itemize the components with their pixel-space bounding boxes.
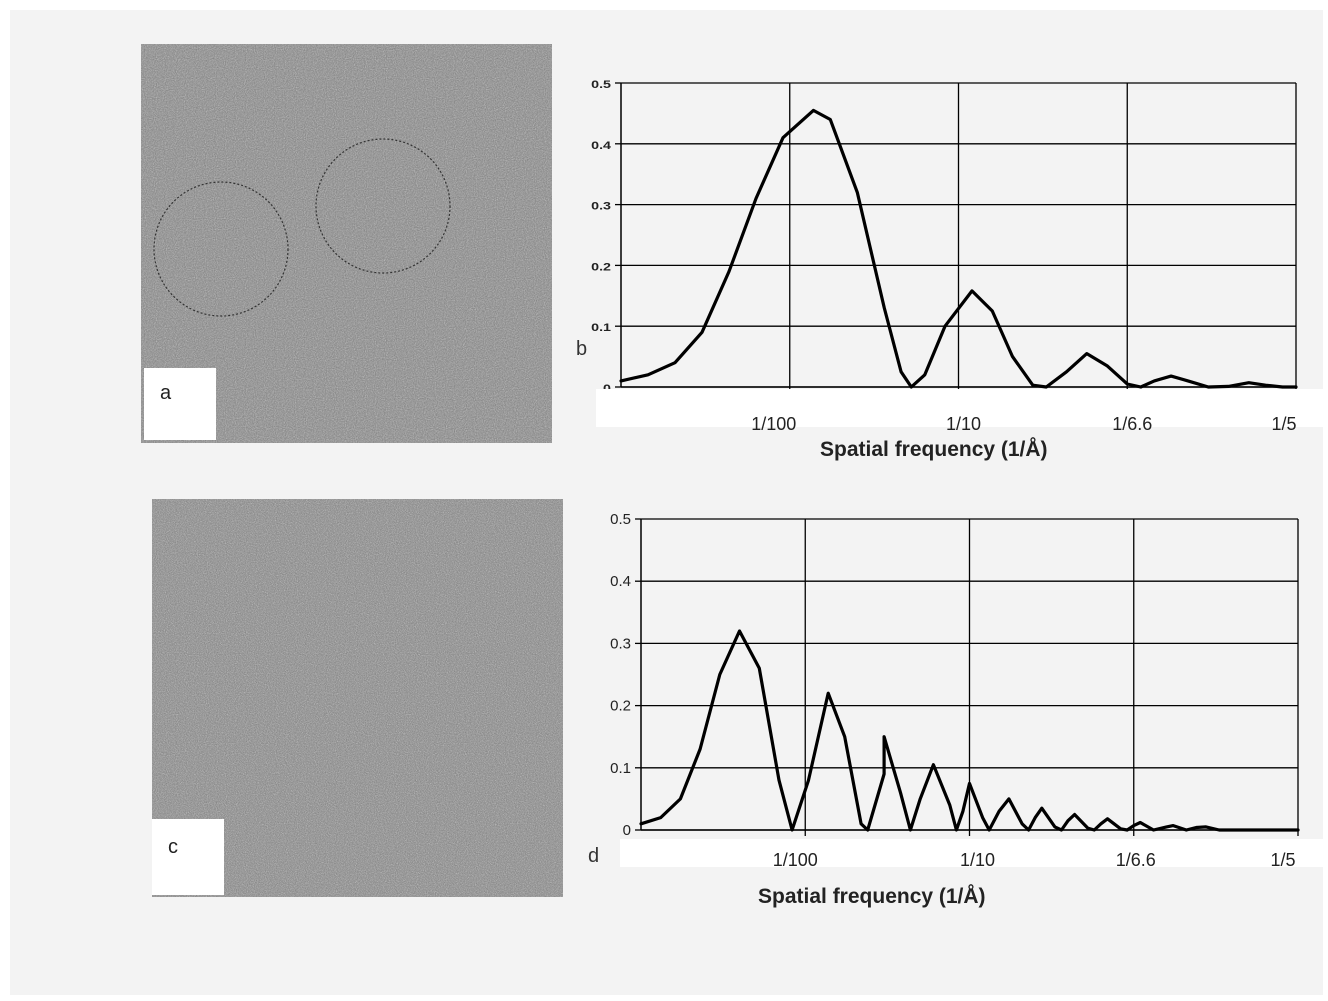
chart-d-ytick-label-2: 0.2 [610, 698, 631, 715]
chart-b-ytick-label-3: 0.3 [591, 199, 611, 212]
chart-b-xtick-label-0: 1/100 [751, 414, 796, 434]
panel-label-c: c [152, 819, 224, 895]
chart-b-xtick-label-1: 1/10 [946, 414, 981, 434]
chart-d-ytick-label-3: 0.3 [610, 635, 631, 652]
chart-d-xtick-label-2: 1/6.6 [1116, 850, 1156, 870]
chart-b-xtick-layer: 1/100 1/10 1/6.6 1/5 [751, 414, 1296, 434]
chart-d-ytick-label-1: 0.1 [610, 760, 631, 777]
chart-b-ytick-label-2: 0.2 [591, 260, 611, 273]
chart-d-xlabel: Spatial frequency (1/Å) [758, 885, 986, 908]
chart-b-series-0 [619, 108, 1298, 389]
chart-d-xtick-label-0: 1/100 [773, 850, 818, 870]
micrograph-a: a [141, 44, 552, 443]
chart-b-ytick-label-0: 0 [603, 382, 611, 395]
chart-d: 0 0.1 0.2 0.3 0.4 0.5 [610, 511, 1300, 839]
chart-b-label-strip [596, 389, 1323, 427]
panel-label-d: d [588, 845, 600, 867]
chart-d-xtick-layer: 1/100 1/10 1/6.6 1/5 [773, 850, 1296, 870]
chart-b-xtick-label-2: 1/6.6 [1112, 414, 1152, 434]
chart-d-series-0 [639, 629, 1300, 832]
micrograph-c: c [152, 499, 563, 897]
particle-outline-1 [153, 181, 289, 317]
chart-d-xtick-label-3: 1/5 [1270, 850, 1295, 870]
chart-b-xtick-label-3: 1/5 [1271, 414, 1296, 434]
panel-label-b: b [576, 338, 588, 360]
chart-d-ytick-label-5: 0.5 [610, 511, 631, 528]
chart-b-ytick-label-4: 0.4 [591, 138, 612, 151]
figure-canvas: a c 00.10.20.30.40.5 00.10.20.30. [10, 10, 1323, 995]
particle-outline-2 [315, 138, 451, 274]
chart-d-xtick-label-1: 1/10 [960, 850, 995, 870]
chart-d-ytick-label-0: 0 [623, 822, 631, 839]
chart-d-label-strip [620, 839, 1323, 867]
chart-d-ytick-label-4: 0.4 [610, 573, 631, 590]
chart-b-ytick-label-5: 0.5 [591, 78, 611, 91]
chart-b-xlabel: Spatial frequency (1/Å) [820, 438, 1048, 461]
chart-b-ytick-label-1: 0.1 [591, 321, 611, 334]
chart-b: 0 0.1 0.2 0.3 0.4 0.5 [591, 78, 1298, 395]
panel-label-a: a [144, 368, 216, 440]
